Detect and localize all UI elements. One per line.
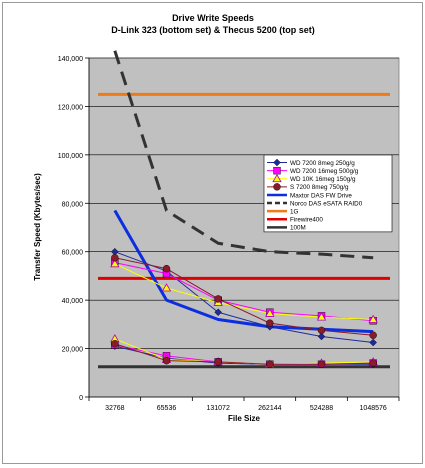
y-tick-label: 140,000 bbox=[58, 56, 83, 63]
series-line bbox=[114, 263, 374, 321]
series-line bbox=[114, 251, 374, 344]
x-tick-label: 131072 bbox=[206, 405, 229, 412]
y-tick-label: 40,000 bbox=[62, 298, 84, 305]
chart-subtitle: D-Link 323 (bottom set) & Thecus 5200 (t… bbox=[111, 25, 315, 35]
series-line bbox=[114, 343, 374, 365]
y-tick-label: 100,000 bbox=[58, 153, 83, 160]
y-tick-label: 60,000 bbox=[62, 250, 84, 257]
x-tick-label: 524288 bbox=[310, 405, 333, 412]
legend-marker bbox=[273, 166, 281, 175]
legend-label: Firewire400 bbox=[290, 217, 323, 224]
data-point bbox=[111, 340, 119, 348]
series-lines bbox=[98, 50, 390, 369]
data-point bbox=[368, 314, 378, 323]
legend-label: S 7200 8meg 750g/g bbox=[290, 184, 349, 191]
x-tick-label: 262144 bbox=[258, 405, 281, 412]
data-point bbox=[214, 308, 222, 317]
data-point bbox=[317, 332, 326, 341]
legend-label: WD 10K 16meg 150g/g bbox=[290, 176, 356, 183]
data-point bbox=[110, 259, 120, 268]
x-tick-label: 32768 bbox=[105, 405, 125, 412]
chart-frame: Drive Write Speeds D-Link 323 (bottom se… bbox=[2, 2, 423, 464]
series-line bbox=[113, 209, 374, 334]
data-point bbox=[317, 326, 326, 335]
legend-label: Norco DAS eSATA RAID0 bbox=[290, 200, 363, 207]
series-markers bbox=[110, 247, 378, 369]
legend-marker bbox=[272, 173, 282, 183]
series-line bbox=[113, 50, 374, 260]
legend-label: 100M bbox=[290, 225, 306, 232]
data-point bbox=[214, 295, 222, 303]
series-line bbox=[114, 257, 374, 336]
data-point bbox=[214, 358, 222, 366]
x-axis: 32768 65536 131072 262144 524288 1048576 bbox=[88, 396, 400, 412]
data-point bbox=[369, 338, 377, 347]
grid-lines bbox=[89, 57, 399, 349]
legend-label: Maxtor DAS FW Drive bbox=[290, 192, 352, 199]
chart-title: Drive Write Speeds bbox=[172, 13, 254, 23]
series-line bbox=[114, 262, 374, 322]
data-point bbox=[265, 308, 275, 317]
legend-marker bbox=[273, 158, 281, 167]
data-point bbox=[317, 360, 326, 369]
data-point bbox=[162, 356, 171, 365]
x-tick-label: 1048576 bbox=[360, 405, 387, 412]
legend-label: WD 7200 8meg 250g/g bbox=[290, 160, 355, 167]
legend-label: 1G bbox=[290, 208, 299, 215]
data-point bbox=[111, 254, 119, 262]
y-tick-label: 80,000 bbox=[62, 201, 84, 208]
legend-label: WD 7200 16meg 500g/g bbox=[290, 168, 359, 175]
x-tick-label: 65536 bbox=[157, 405, 177, 412]
data-point bbox=[316, 312, 327, 321]
line-chart: Drive Write Speeds D-Link 323 (bottom se… bbox=[33, 13, 400, 423]
data-point bbox=[161, 283, 172, 292]
y-tick-label: 120,000 bbox=[58, 104, 83, 111]
y-axis-label: Transfer Speed (Kbytes/sec) bbox=[33, 173, 42, 281]
legend-marker bbox=[273, 183, 281, 191]
data-point bbox=[369, 359, 377, 367]
data-point bbox=[162, 264, 171, 273]
y-tick-label: 20,000 bbox=[62, 347, 84, 354]
y-tick-label: 0 bbox=[79, 395, 83, 402]
data-point bbox=[266, 319, 274, 327]
data-point bbox=[266, 360, 274, 369]
data-point bbox=[369, 331, 377, 339]
legend: WD 7200 8meg 250g/gWD 7200 16meg 500g/gW… bbox=[263, 154, 393, 233]
x-axis-label: File Size bbox=[228, 414, 261, 423]
y-axis: 0 20,000 40,000 60,000 80,000 100,000 120,000 1… bbox=[58, 56, 90, 402]
